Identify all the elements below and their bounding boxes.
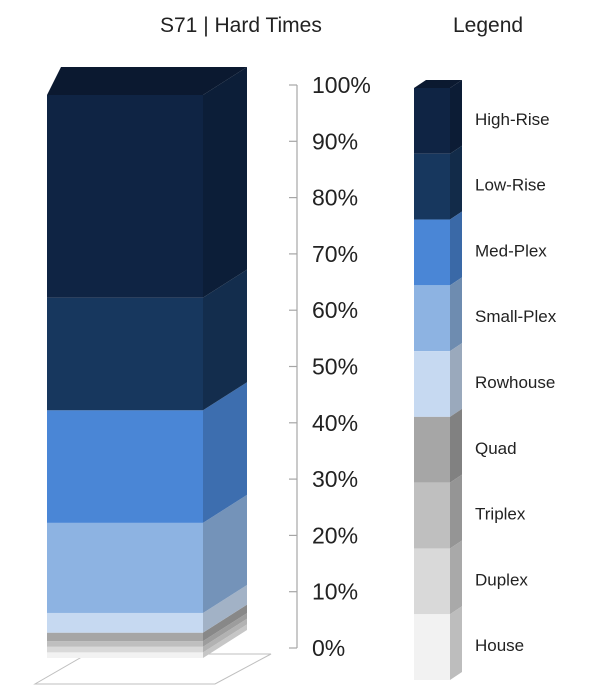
bar-segment-med-plex (47, 382, 247, 523)
bar-front-triplex (47, 641, 203, 647)
legend-item-quad: Quad (414, 408, 517, 483)
bar-segment-triplex (47, 613, 247, 647)
legend-swatch (414, 153, 450, 220)
y-axis: 0% 10% 20% 30% 40% 50% 60% 70% 80% 90% 100% (289, 72, 371, 661)
bar-side-quad (203, 604, 247, 642)
legend-swatch-side (450, 277, 462, 352)
legend-label: High-Rise (475, 110, 550, 129)
legend-item-small-plex: Small-Plex (414, 277, 557, 352)
y-tick-label: 20% (312, 522, 358, 548)
bar-side-duplex (203, 618, 247, 653)
y-tick-label: 100% (312, 72, 371, 98)
bar-side-med-plex (203, 382, 247, 523)
bar-segment-house (47, 624, 247, 658)
legend-item-house: House (414, 606, 524, 680)
bar-front-quad (47, 632, 203, 642)
legend-swatch (414, 351, 450, 417)
legend-swatch (414, 416, 450, 483)
y-tick-label: 80% (312, 185, 358, 211)
bar-front-high-rise (47, 95, 203, 298)
bar-segment-quad (47, 604, 247, 642)
stacked-bar (47, 67, 247, 658)
legend-label: Small-Plex (475, 307, 557, 326)
bar-front-med-plex (47, 410, 203, 523)
y-tick-label: 0% (312, 635, 345, 661)
bar-segment-rowhouse (47, 584, 247, 633)
legend-swatch-top (414, 80, 462, 88)
y-tick-label: 40% (312, 410, 358, 436)
bar-segment-low-rise (47, 269, 247, 411)
bar-front-duplex (47, 646, 203, 653)
bar-side-small-plex (203, 494, 247, 613)
legend-swatch-side (450, 211, 462, 286)
legend: High-Rise Low-Rise Med-Plex Small-Plex Rowho… (414, 80, 557, 680)
legend-label: Rowhouse (475, 373, 555, 392)
legend-label: Med-Plex (475, 241, 547, 260)
bar-side-high-rise (203, 67, 247, 298)
bar-side-triplex (203, 613, 247, 647)
legend-swatch-side (450, 145, 462, 220)
legend-swatch-side (450, 606, 462, 680)
bar-front-low-rise (47, 297, 203, 411)
y-tick-label: 10% (312, 579, 358, 605)
y-tick-label: 30% (312, 466, 358, 492)
legend-label: Low-Rise (475, 176, 546, 195)
y-tick-label: 70% (312, 241, 358, 267)
bar-side-rowhouse (203, 584, 247, 633)
legend-item-duplex: Duplex (414, 540, 528, 615)
legend-swatch (414, 219, 450, 286)
legend-label: Duplex (475, 570, 528, 589)
chart-title: S71 | Hard Times (160, 14, 322, 37)
y-tick-label: 60% (312, 297, 358, 323)
legend-title: Legend (453, 14, 524, 37)
bar-top-face (47, 67, 247, 95)
legend-swatch-side (450, 540, 462, 615)
legend-item-high-rise: High-Rise (414, 80, 550, 154)
legend-swatch-side (450, 408, 462, 483)
legend-label: House (475, 636, 524, 655)
legend-label: Triplex (475, 505, 526, 524)
y-tick-label: 90% (312, 128, 358, 154)
legend-swatch-side (450, 80, 462, 154)
legend-item-rowhouse: Rowhouse (414, 343, 555, 417)
legend-swatch (414, 482, 450, 549)
y-tick-label: 50% (312, 354, 358, 380)
legend-swatch-side (450, 474, 462, 549)
bar-side-house (203, 624, 247, 658)
legend-item-med-plex: Med-Plex (414, 211, 547, 286)
legend-item-low-rise: Low-Rise (414, 145, 546, 220)
legend-label: Quad (475, 439, 517, 458)
bar-front-small-plex (47, 522, 203, 613)
legend-swatch-side (450, 343, 462, 417)
floor-plane (33, 653, 272, 685)
bar-segment-duplex (47, 618, 247, 653)
bar-segment-small-plex (47, 494, 247, 613)
legend-swatch (414, 88, 450, 154)
bar-front-house (47, 652, 203, 658)
bar-side-low-rise (203, 269, 247, 411)
legend-item-triplex: Triplex (414, 474, 526, 549)
legend-swatch (414, 614, 450, 680)
legend-swatch (414, 548, 450, 615)
legend-swatch (414, 285, 450, 352)
bar-segment-high-rise (47, 67, 247, 298)
bar-front-rowhouse (47, 612, 203, 633)
chart-floor (33, 653, 272, 685)
